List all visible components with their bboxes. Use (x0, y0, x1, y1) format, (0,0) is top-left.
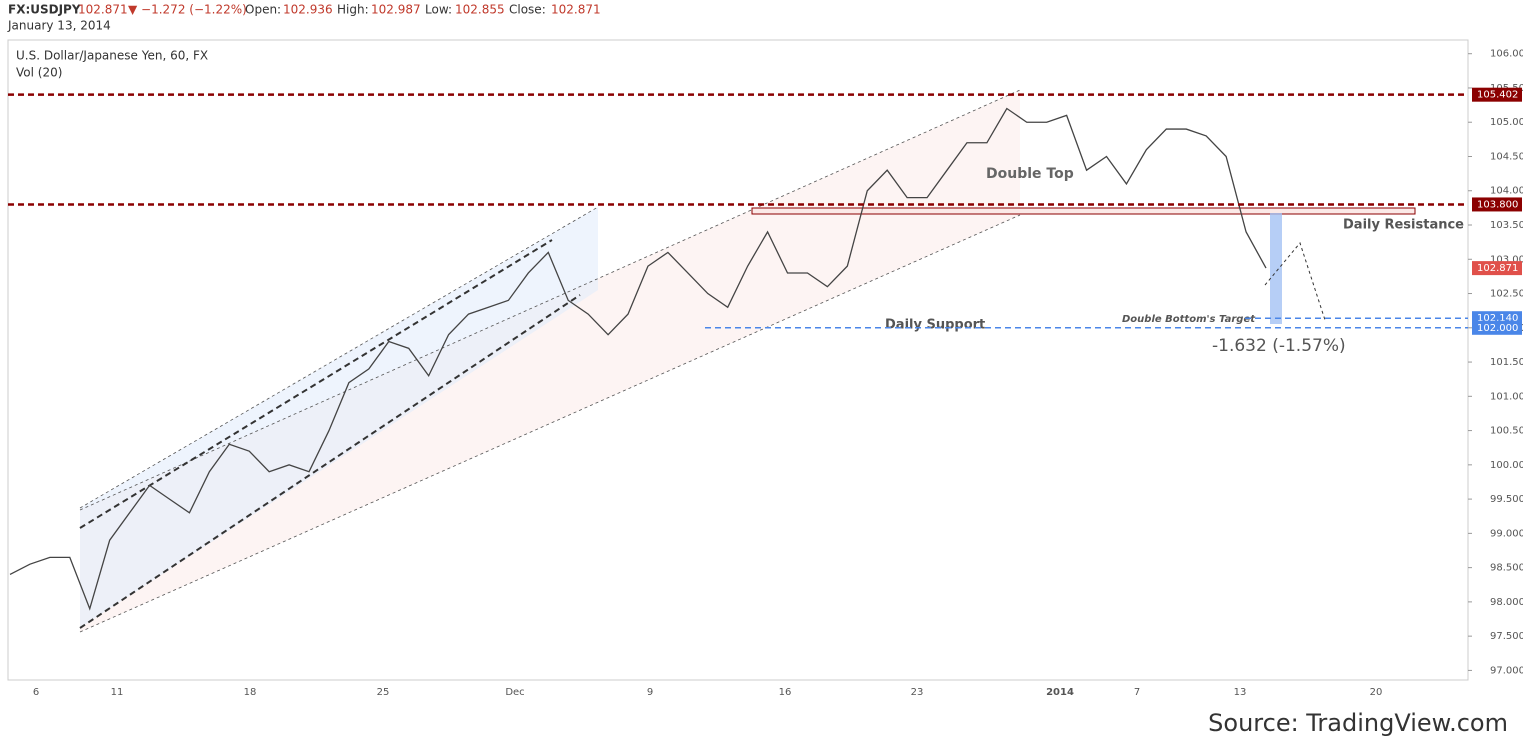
date: January 13, 2014 (7, 19, 111, 33)
level-tag-label: 103.800 (1477, 199, 1518, 210)
chart-title: U.S. Dollar/Japanese Yen, 60, FX (16, 49, 208, 63)
y-tick-label: 105.000 (1490, 117, 1523, 128)
level-tag (1472, 320, 1522, 335)
level-tag-label: 105.402 (1477, 90, 1518, 101)
annotation: Double Bottom's Target (1122, 314, 1256, 325)
high: 102.987 (371, 3, 421, 17)
y-tick-label: 100.000 (1490, 460, 1523, 471)
open: 102.936 (283, 3, 333, 17)
x-tick-label: Dec (505, 687, 524, 698)
level-tag (1472, 261, 1522, 276)
trend-line (79, 294, 581, 629)
y-tick-label: 100.500 (1490, 426, 1523, 437)
y-tick-label: 101.000 (1490, 391, 1523, 402)
level-tag-label: 102.140 (1477, 313, 1518, 324)
annotation: Daily Support (885, 318, 985, 333)
close: 102.871 (551, 3, 601, 17)
source: Source: TradingView.com (1208, 709, 1508, 737)
high-label: High: (337, 3, 369, 17)
x-tick-label: 20 (1370, 687, 1383, 698)
level-tag-label: 102.871 (1477, 263, 1518, 274)
low-label: Low: (425, 3, 452, 17)
y-tick-label: 103.000 (1490, 254, 1523, 265)
y-tick-label: 102.500 (1490, 289, 1523, 300)
x-tick-label: 2014 (1046, 687, 1074, 698)
last: 102.871 (78, 3, 128, 17)
chart-subtitle: Vol (20) (16, 66, 62, 80)
y-tick-label: 99.500 (1490, 494, 1523, 505)
y-tick-label: 103.500 (1490, 220, 1523, 231)
close-label: Close: (509, 3, 546, 17)
x-tick-label: 11 (111, 687, 124, 698)
y-tick-label: 97.000 (1490, 665, 1523, 676)
x-tick-label: 6 (33, 687, 39, 698)
y-tick-label: 97.500 (1490, 631, 1523, 642)
channel-fill (80, 207, 598, 628)
projection-arrow (1264, 241, 1326, 321)
trend-line (79, 206, 599, 509)
x-tick-label: 16 (779, 687, 792, 698)
symbol: FX:USDJPY (8, 3, 81, 17)
x-tick-label: 9 (647, 687, 653, 698)
low: 102.855 (455, 3, 505, 17)
annotation: -1.632 (-1.57%) (1212, 336, 1346, 356)
price-line (9, 107, 1267, 611)
level-tag (1472, 197, 1522, 212)
y-tick-label: 98.000 (1490, 597, 1523, 608)
trend-line (79, 239, 553, 529)
annotation: Double Top (986, 166, 1074, 182)
y-tick-label: 99.000 (1490, 528, 1523, 539)
y-tick-label: 98.500 (1490, 563, 1523, 574)
annotation: Daily Resistance (1343, 218, 1464, 233)
y-tick-label: 106.000 (1490, 49, 1523, 60)
x-tick-label: 23 (911, 687, 924, 698)
x-tick-label: 7 (1134, 687, 1140, 698)
target-bar (1270, 213, 1282, 324)
resistance-zone (751, 207, 1416, 215)
level-tag-label: 102.000 (1477, 323, 1518, 334)
y-tick-label: 104.500 (1490, 151, 1523, 162)
x-tick-label: 25 (377, 687, 390, 698)
x-tick-label: 13 (1234, 687, 1247, 698)
drawings (79, 89, 1416, 633)
y-tick-label: 101.500 (1490, 357, 1523, 368)
level-tag (1472, 87, 1522, 102)
open-label: Open: (245, 3, 281, 17)
channel-fill (80, 90, 1020, 632)
plot-frame (7, 39, 1469, 681)
y-tick-label: 104.000 (1490, 186, 1523, 197)
x-tick-label: 18 (244, 687, 257, 698)
change: ▼ −1.272 (−1.22%) (128, 3, 247, 17)
